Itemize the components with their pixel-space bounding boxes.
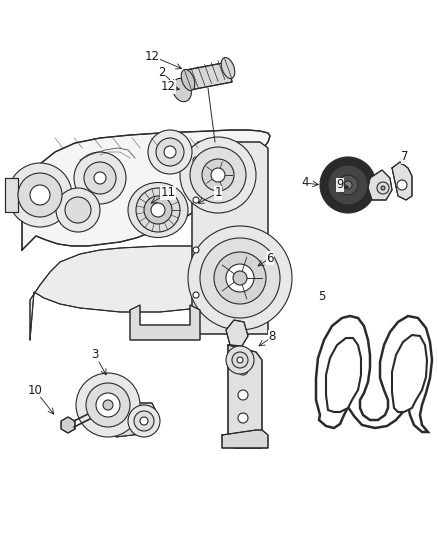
Circle shape [193, 292, 199, 298]
Circle shape [188, 226, 292, 330]
Text: 4: 4 [301, 176, 309, 190]
Circle shape [65, 197, 91, 223]
Circle shape [214, 252, 266, 304]
Circle shape [193, 197, 199, 203]
Circle shape [238, 413, 248, 423]
Circle shape [193, 157, 199, 163]
Ellipse shape [181, 69, 195, 91]
Ellipse shape [128, 182, 188, 238]
Text: 10: 10 [28, 384, 42, 397]
Polygon shape [226, 320, 248, 346]
Circle shape [226, 346, 254, 374]
Circle shape [30, 185, 50, 205]
Text: 11: 11 [160, 187, 176, 199]
Circle shape [156, 138, 184, 166]
Text: 12: 12 [160, 80, 176, 93]
Circle shape [193, 317, 199, 323]
Circle shape [86, 383, 130, 427]
Circle shape [237, 357, 243, 363]
Circle shape [226, 264, 254, 292]
Polygon shape [130, 305, 200, 340]
Circle shape [202, 159, 234, 191]
Circle shape [140, 417, 148, 425]
Circle shape [76, 373, 140, 437]
Polygon shape [326, 338, 361, 412]
Circle shape [134, 411, 154, 431]
Text: 6: 6 [266, 252, 274, 264]
Text: 9: 9 [336, 179, 344, 191]
Text: 2: 2 [158, 66, 166, 78]
Circle shape [148, 130, 192, 174]
Circle shape [96, 393, 120, 417]
Polygon shape [368, 170, 392, 200]
Circle shape [320, 157, 376, 213]
Polygon shape [5, 178, 18, 212]
Circle shape [233, 271, 247, 285]
Text: 7: 7 [401, 150, 409, 164]
Circle shape [377, 182, 389, 194]
Circle shape [238, 390, 248, 400]
Circle shape [232, 352, 248, 368]
Text: 12: 12 [145, 50, 159, 62]
Text: 3: 3 [91, 349, 99, 361]
Polygon shape [61, 417, 75, 433]
Circle shape [151, 203, 165, 217]
Polygon shape [392, 162, 412, 200]
Circle shape [74, 152, 126, 204]
Circle shape [238, 365, 248, 375]
Polygon shape [228, 345, 262, 448]
Circle shape [180, 137, 256, 213]
Circle shape [56, 188, 100, 232]
Polygon shape [316, 316, 432, 432]
Circle shape [338, 175, 358, 195]
Circle shape [136, 188, 180, 232]
Circle shape [84, 162, 116, 194]
Polygon shape [392, 335, 427, 412]
Circle shape [144, 196, 172, 224]
Circle shape [18, 173, 62, 217]
Ellipse shape [221, 58, 235, 78]
Circle shape [328, 165, 368, 205]
Text: 5: 5 [318, 289, 326, 303]
Circle shape [397, 180, 407, 190]
Polygon shape [30, 246, 260, 340]
Circle shape [200, 238, 280, 318]
Text: 8: 8 [268, 330, 276, 343]
Circle shape [190, 147, 246, 203]
Polygon shape [22, 130, 270, 250]
Polygon shape [108, 403, 158, 437]
Circle shape [164, 146, 176, 158]
Circle shape [128, 405, 160, 437]
Circle shape [381, 186, 385, 190]
Ellipse shape [173, 78, 191, 102]
Circle shape [8, 163, 72, 227]
Text: 1: 1 [214, 187, 222, 199]
Circle shape [193, 247, 199, 253]
Polygon shape [192, 142, 268, 334]
Circle shape [211, 168, 225, 182]
Circle shape [103, 400, 113, 410]
Polygon shape [186, 62, 232, 90]
Circle shape [344, 181, 352, 189]
Polygon shape [222, 430, 268, 448]
Circle shape [94, 172, 106, 184]
